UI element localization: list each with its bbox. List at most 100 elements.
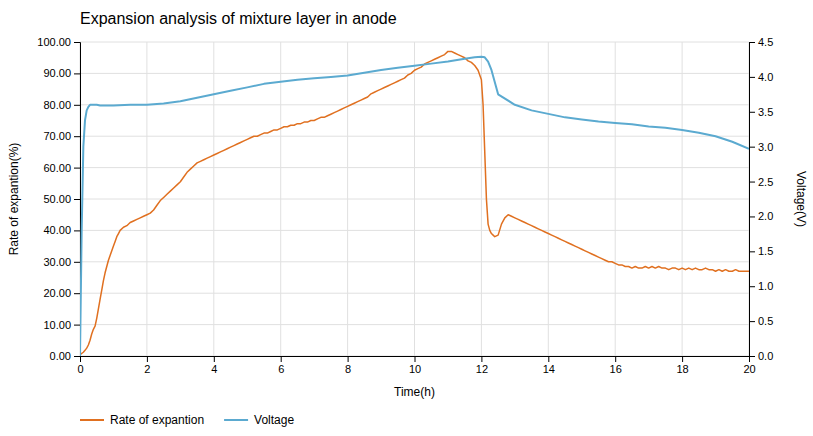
tick: 1.5 (749, 245, 773, 257)
tick-mark (548, 356, 549, 362)
tick-mark (74, 73, 80, 74)
tick: 12 (476, 356, 488, 375)
x-axis-title: Time(h) (394, 385, 435, 399)
grid-line (548, 42, 549, 356)
tick-label: 4.0 (758, 71, 773, 83)
tick-label: 90.00 (43, 67, 71, 79)
tick-label: 4 (211, 363, 217, 375)
tick: 1.0 (749, 280, 773, 292)
grid-line (280, 42, 281, 356)
tick: 20.00 (43, 287, 80, 299)
tick-mark (281, 356, 282, 362)
tick-label: 12 (476, 363, 488, 375)
tick: 10.00 (43, 319, 80, 331)
tick-label: 18 (676, 363, 688, 375)
tick-label: 1.0 (758, 280, 773, 292)
tick: 3.5 (749, 106, 773, 118)
tick-mark (749, 147, 755, 148)
tick: 0.00 (50, 350, 80, 362)
tick: 8 (345, 356, 351, 375)
grid-line (615, 42, 616, 356)
tick-mark (74, 293, 80, 294)
tick-label: 4.5 (758, 36, 773, 48)
tick: 4 (211, 356, 217, 375)
tick-mark (749, 286, 755, 287)
tick: 2 (144, 356, 150, 375)
legend-item: Voltage (224, 413, 294, 427)
tick: 40.00 (43, 224, 80, 236)
tick: 10 (409, 356, 421, 375)
tick-label: 10.00 (43, 319, 71, 331)
tick-mark (749, 321, 755, 322)
tick: 4.0 (749, 71, 773, 83)
tick: 0.0 (749, 350, 773, 362)
tick: 2.5 (749, 176, 773, 188)
legend-label: Voltage (254, 413, 294, 427)
tick-mark (74, 230, 80, 231)
tick-mark (74, 105, 80, 106)
tick-mark (749, 42, 755, 43)
tick-label: 0.5 (758, 315, 773, 327)
series-line (80, 51, 749, 354)
tick: 2.0 (749, 210, 773, 222)
axis-line (74, 43, 81, 357)
tick-mark (481, 356, 482, 362)
title: Expansion analysis of mixture layer in a… (80, 10, 397, 27)
tick-label: 10 (409, 363, 421, 375)
tick-mark (74, 356, 80, 357)
grid (80, 42, 749, 356)
plot-area (80, 51, 749, 356)
y2-axis-title: Voltage(V) (794, 171, 808, 227)
legend-item: Rate of expantion (80, 413, 204, 427)
tick-label: 80.00 (43, 99, 71, 111)
grid-line (414, 42, 415, 356)
tick-mark (682, 356, 683, 362)
tick-label: 2.5 (758, 176, 773, 188)
legend: Rate of expantion Voltage (80, 413, 294, 427)
tick-label: 6 (278, 363, 284, 375)
y2-axis: 0.0 0.5 1.0 1.5 2.0 2.5 3.0 3.5 4.0 4.5 (749, 36, 773, 362)
tick-label: 2 (144, 363, 150, 375)
tick-label: 50.00 (43, 193, 71, 205)
grid-line (146, 42, 147, 356)
tick-label: 3.5 (758, 106, 773, 118)
tick-mark (615, 356, 616, 362)
tick: 16 (610, 356, 622, 375)
tick: 18 (676, 356, 688, 375)
grid-line (213, 42, 214, 356)
tick: 50.00 (43, 193, 80, 205)
series-line (80, 57, 749, 356)
tick: 0.5 (749, 315, 773, 327)
chart: 0 2 4 6 8 10 12 14 16 18 20 0.00 10.00 20.00 30.00 40.0… (0, 0, 813, 436)
tick: 4.5 (749, 36, 773, 48)
legend-swatch (80, 419, 104, 421)
y-axis: 0.00 10.00 20.00 30.00 40.00 50.00 60.00 70.00 8… (37, 36, 80, 362)
tick-label: 70.00 (43, 130, 71, 142)
tick-label: 16 (610, 363, 622, 375)
tick: 3.0 (749, 141, 773, 153)
tick-mark (74, 168, 80, 169)
tick-label: 100.00 (37, 36, 71, 48)
tick-mark (74, 136, 80, 137)
tick-mark (749, 112, 755, 113)
tick: 20 (743, 356, 755, 375)
tick: 60.00 (43, 162, 80, 174)
legend-swatch (224, 419, 248, 421)
tick: 90.00 (43, 67, 80, 79)
grid-line (347, 42, 348, 356)
tick-mark (74, 42, 80, 43)
tick-label: 30.00 (43, 256, 71, 268)
tick-mark (74, 199, 80, 200)
tick-mark (749, 251, 755, 252)
tick: 14 (543, 356, 555, 375)
tick-label: 8 (345, 363, 351, 375)
tick-label: 0 (77, 363, 83, 375)
grid-line (682, 42, 683, 356)
tick-label: 20.00 (43, 287, 71, 299)
tick-mark (749, 356, 755, 357)
tick: 30.00 (43, 256, 80, 268)
tick-label: 3.0 (758, 141, 773, 153)
tick-label: 14 (543, 363, 555, 375)
tick-mark (749, 77, 755, 78)
tick-label: 1.5 (758, 245, 773, 257)
